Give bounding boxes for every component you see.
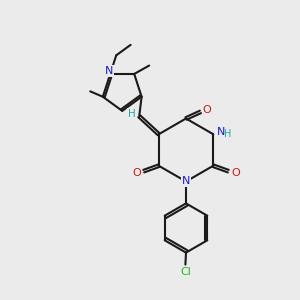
Text: N: N — [217, 127, 225, 137]
Text: H: H — [224, 129, 232, 139]
Text: H: H — [128, 109, 135, 119]
Text: Cl: Cl — [180, 267, 191, 277]
Text: N: N — [182, 176, 190, 187]
Text: N: N — [104, 66, 113, 76]
Text: O: O — [202, 105, 211, 116]
Text: O: O — [231, 168, 240, 178]
Text: O: O — [133, 168, 142, 178]
